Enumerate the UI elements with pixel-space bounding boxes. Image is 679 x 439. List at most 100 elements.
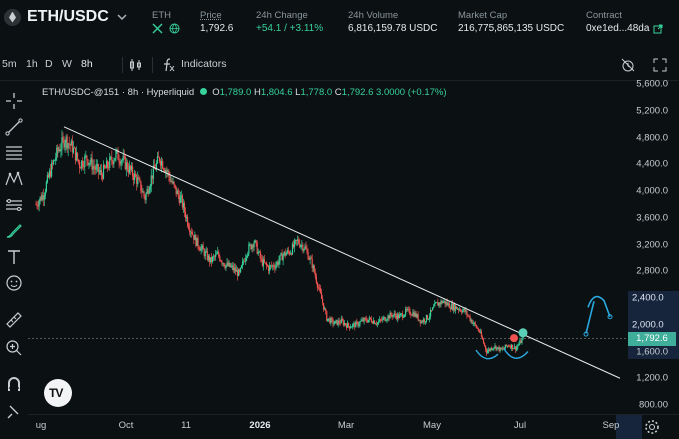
- candle-body: [281, 253, 283, 261]
- candle-body: [415, 312, 417, 318]
- candle-body: [191, 231, 193, 235]
- legend-open: 1,789.0: [219, 87, 252, 98]
- interval-5m[interactable]: 5m: [2, 58, 17, 70]
- candle-body: [106, 161, 108, 169]
- candle-body: [391, 315, 393, 317]
- candles-icon[interactable]: [128, 57, 144, 73]
- candle-body: [257, 251, 259, 254]
- candle-body: [103, 165, 106, 168]
- toolbar-divider: [122, 57, 123, 73]
- candle-body: [211, 256, 214, 262]
- alarm-off-icon[interactable]: [620, 57, 636, 73]
- candle-body: [258, 251, 260, 253]
- candle-body: [396, 314, 398, 319]
- candle-body: [168, 171, 170, 177]
- candle-body: [417, 314, 419, 321]
- candle-body: [472, 323, 474, 325]
- pair-selector[interactable]: ETH/USDC: [4, 8, 129, 26]
- candle-body: [351, 326, 353, 328]
- candle-body: [109, 157, 111, 168]
- candle-body: [353, 323, 355, 325]
- interval-d[interactable]: D: [45, 58, 53, 70]
- interval-1h[interactable]: 1h: [26, 58, 38, 70]
- candle-body: [449, 308, 451, 310]
- candle-body: [304, 246, 306, 250]
- candle-body: [57, 147, 59, 151]
- gear-icon[interactable]: [644, 419, 660, 435]
- candle-body: [502, 348, 504, 350]
- candle-body: [473, 322, 475, 324]
- annotation-point: [583, 331, 589, 337]
- candle-body: [303, 249, 305, 251]
- interval-w[interactable]: W: [62, 58, 72, 70]
- candle-body: [306, 248, 308, 252]
- candle-body: [126, 162, 128, 170]
- candle-body: [514, 346, 516, 349]
- stat-price: Price 1,792.6: [200, 9, 233, 35]
- trendline-icon[interactable]: [4, 117, 24, 137]
- candle-body: [286, 250, 288, 254]
- candle-body: [265, 262, 268, 266]
- contract-address[interactable]: 0xe1ed...48da: [586, 23, 650, 34]
- tradingview-logo[interactable]: TV: [44, 379, 72, 407]
- candle-body: [141, 191, 143, 193]
- candle-body: [226, 262, 228, 265]
- x-social-icon[interactable]: [152, 23, 163, 34]
- candle-body: [238, 269, 241, 273]
- ruler-icon[interactable]: [4, 310, 24, 330]
- brush-icon[interactable]: [4, 221, 24, 241]
- function-icon[interactable]: [160, 57, 176, 73]
- candle-body: [475, 324, 477, 328]
- candle-body: [296, 240, 298, 241]
- candle-body: [416, 314, 418, 318]
- candle-body: [171, 180, 173, 183]
- magnet-icon[interactable]: [4, 374, 24, 394]
- candle-body: [373, 320, 376, 324]
- candle-body: [333, 323, 335, 325]
- candle-body: [262, 259, 265, 266]
- zoom-in-icon[interactable]: [4, 338, 24, 358]
- time-scale[interactable]: ug Oct 11 2026 Mar May Jul Sep: [28, 414, 679, 439]
- candle-body: [454, 306, 457, 311]
- candle-body: [493, 347, 495, 349]
- fullscreen-icon[interactable]: [652, 57, 668, 73]
- candle-body: [35, 204, 37, 206]
- candle-body: [167, 171, 169, 172]
- indicators-button[interactable]: Indicators: [181, 58, 227, 70]
- candle-body: [451, 303, 453, 310]
- candle-body: [393, 313, 395, 316]
- candle-body: [466, 310, 468, 316]
- candle-body: [480, 331, 483, 337]
- candle-body: [152, 165, 154, 179]
- candle-body: [240, 265, 243, 268]
- globe-icon[interactable]: [169, 23, 180, 34]
- interval-8h[interactable]: 8h: [81, 58, 93, 70]
- candle-body: [325, 308, 327, 312]
- candle-body: [38, 201, 40, 207]
- fib-icon[interactable]: [4, 143, 24, 163]
- candle-body: [136, 176, 138, 185]
- external-link-icon[interactable]: [653, 24, 663, 34]
- draw-lock-icon[interactable]: [4, 402, 24, 422]
- text-icon[interactable]: [4, 247, 24, 267]
- candle-body: [424, 321, 426, 323]
- price-scale[interactable]: 5,600.0 5,200.0 4,800.0 4,400.0 4,000.0 3,600…: [628, 78, 679, 414]
- candle-body: [133, 175, 135, 181]
- candle-body: [201, 245, 203, 248]
- pattern-icon[interactable]: [4, 169, 24, 189]
- candle-body: [482, 339, 485, 344]
- candle-body: [89, 162, 91, 164]
- emoji-icon[interactable]: [4, 273, 24, 293]
- candle-body: [169, 176, 171, 182]
- crosshair-icon[interactable]: [4, 91, 24, 111]
- chevron-down-icon[interactable]: [115, 10, 129, 24]
- candle-body: [467, 315, 469, 316]
- candle-body: [179, 196, 181, 203]
- chart-toolbar: 5m 1h D W 8h Indicators: [0, 52, 679, 78]
- candle-body: [438, 302, 440, 306]
- forecast-icon[interactable]: [4, 195, 24, 215]
- price-chart[interactable]: [28, 78, 628, 414]
- candle-body: [346, 322, 349, 328]
- candle-body: [321, 298, 324, 304]
- candle-body: [165, 170, 167, 173]
